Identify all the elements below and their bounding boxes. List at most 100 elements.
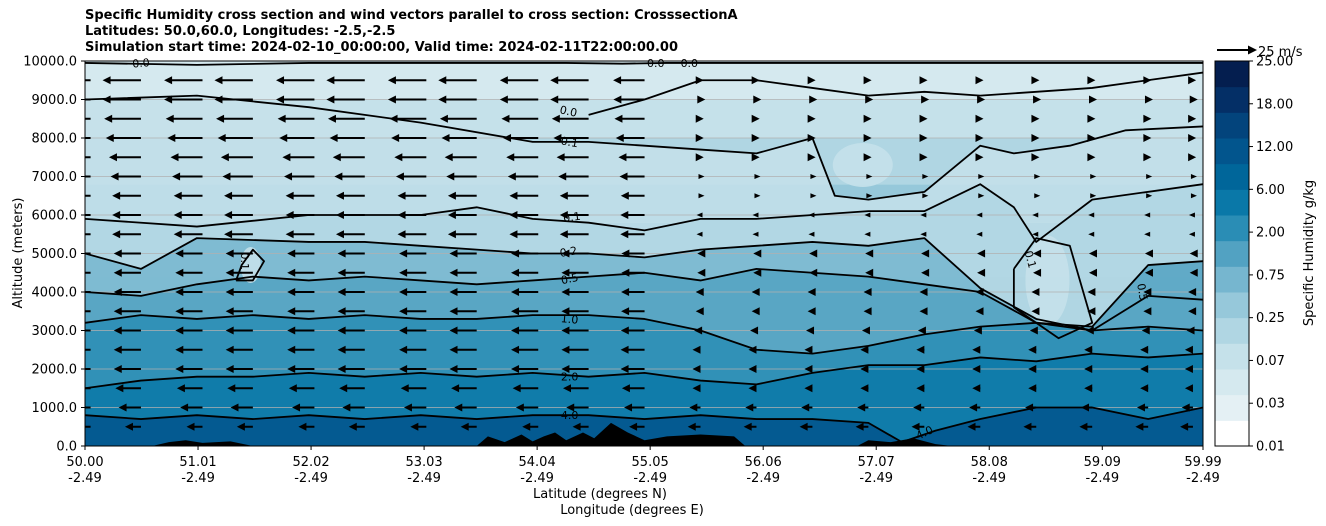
- wind-vector: [745, 403, 757, 412]
- wind-vector-head: [389, 114, 398, 123]
- wind-vector-head: [1140, 384, 1149, 393]
- wind-vector: [348, 422, 365, 431]
- wind-vector-head: [695, 76, 704, 85]
- wind-vector-head: [621, 268, 630, 277]
- wind-vector-head: [695, 153, 704, 162]
- wind-vector-head: [561, 307, 570, 316]
- wind-vector: [1188, 288, 1197, 296]
- wind-vector: [451, 384, 477, 393]
- wind-vector: [621, 249, 645, 258]
- wind-vector-head: [1031, 134, 1040, 142]
- wind-vector: [863, 76, 872, 85]
- wind-vector: [337, 345, 365, 354]
- wind-vector: [807, 288, 816, 296]
- wind-vector: [1180, 422, 1193, 431]
- wind-vector: [919, 114, 928, 123]
- colorbar-tick-label: 12.00: [1256, 140, 1293, 155]
- wind-vector-head: [977, 268, 986, 277]
- wind-vector: [1084, 345, 1093, 354]
- colorbar-segment: [1215, 292, 1249, 319]
- wind-vector: [285, 191, 315, 200]
- wind-vector-head: [224, 211, 233, 219]
- wind-vector: [620, 191, 645, 200]
- wind-vector: [975, 114, 984, 123]
- x-tick-label-lat: 53.03: [405, 455, 442, 470]
- wind-vector: [692, 384, 701, 393]
- wind-vector: [975, 134, 984, 142]
- wind-vector-head: [919, 307, 928, 316]
- wind-vector-head: [449, 345, 458, 354]
- x-tick-label-lon: -2.49: [746, 471, 780, 486]
- y-tick-label: 6000.0: [32, 209, 78, 224]
- wind-vector-head: [804, 345, 813, 354]
- wind-vector: [748, 365, 757, 373]
- wind-vector: [112, 230, 141, 239]
- wind-vector-head: [977, 249, 986, 258]
- wind-vector-head: [1031, 307, 1040, 316]
- wind-vector: [621, 288, 645, 296]
- wind-vector: [561, 365, 589, 373]
- wind-vector: [750, 326, 759, 335]
- x-tick-label-lat: 54.04: [519, 455, 556, 470]
- wind-vector: [85, 175, 91, 178]
- wind-vector: [561, 249, 589, 258]
- wind-vector-head: [698, 174, 705, 179]
- wind-vector-head: [1085, 326, 1094, 335]
- wind-vector: [620, 230, 645, 239]
- wind-vector: [326, 95, 365, 104]
- wind-vector-head: [446, 172, 455, 181]
- wind-vector-head: [327, 114, 336, 123]
- wind-vector: [85, 368, 91, 370]
- wind-vector-head: [1143, 134, 1152, 142]
- wind-vector: [85, 137, 91, 139]
- wind-vector: [916, 345, 925, 354]
- wind-vector-head: [621, 384, 630, 393]
- wind-vector-head: [230, 403, 239, 412]
- contour-line-2-0: [85, 352, 1203, 390]
- wind-vector: [1143, 114, 1152, 123]
- wind-vector-head: [115, 384, 124, 393]
- wind-vector-head: [399, 365, 408, 373]
- wind-vector-head: [506, 153, 515, 162]
- x-tick-label-lon: -2.49: [181, 471, 215, 486]
- wind-vector: [1189, 268, 1198, 277]
- wind-vector-head: [439, 114, 448, 123]
- wind-vector-head: [614, 114, 623, 123]
- wind-vector: [695, 76, 704, 85]
- wind-vector: [399, 288, 427, 296]
- wind-vector-head: [1033, 95, 1042, 104]
- wind-vector: [337, 268, 365, 277]
- wind-vector-head: [917, 326, 926, 335]
- wind-vector: [695, 134, 704, 142]
- wind-vector-head: [1087, 288, 1096, 296]
- contour-label: 0.1: [562, 210, 581, 225]
- y-tick-label: 9000.0: [32, 93, 78, 108]
- wind-vector-head: [276, 95, 285, 104]
- wind-vector-head: [454, 403, 463, 412]
- y-axis-label: Altitude (meters): [11, 198, 26, 309]
- wind-vector: [172, 172, 203, 181]
- wind-vector: [855, 422, 869, 431]
- wind-vector-head: [164, 95, 173, 104]
- wind-vector: [1143, 288, 1152, 296]
- wind-vector: [863, 307, 872, 316]
- wind-vector: [85, 291, 91, 293]
- wind-vector: [917, 326, 926, 335]
- wind-vector-head: [916, 384, 925, 393]
- wind-vector: [220, 153, 253, 162]
- wind-vector: [807, 76, 816, 85]
- wind-vector-head: [387, 95, 396, 104]
- wind-vector: [801, 403, 813, 412]
- wind-vector-head: [975, 134, 984, 142]
- wind-vector-head: [105, 134, 114, 142]
- wind-vector: [978, 193, 985, 199]
- wind-vector-head: [696, 231, 703, 237]
- wind-vector-head: [1143, 114, 1152, 123]
- wind-vector-head: [225, 307, 234, 316]
- contour-label: 0.5: [1134, 282, 1150, 301]
- wind-vector-head: [337, 288, 346, 296]
- wind-vector-head: [287, 365, 296, 373]
- contour-label: 0.0: [132, 56, 151, 70]
- wind-vector-head: [507, 172, 516, 181]
- wind-vector: [507, 172, 539, 181]
